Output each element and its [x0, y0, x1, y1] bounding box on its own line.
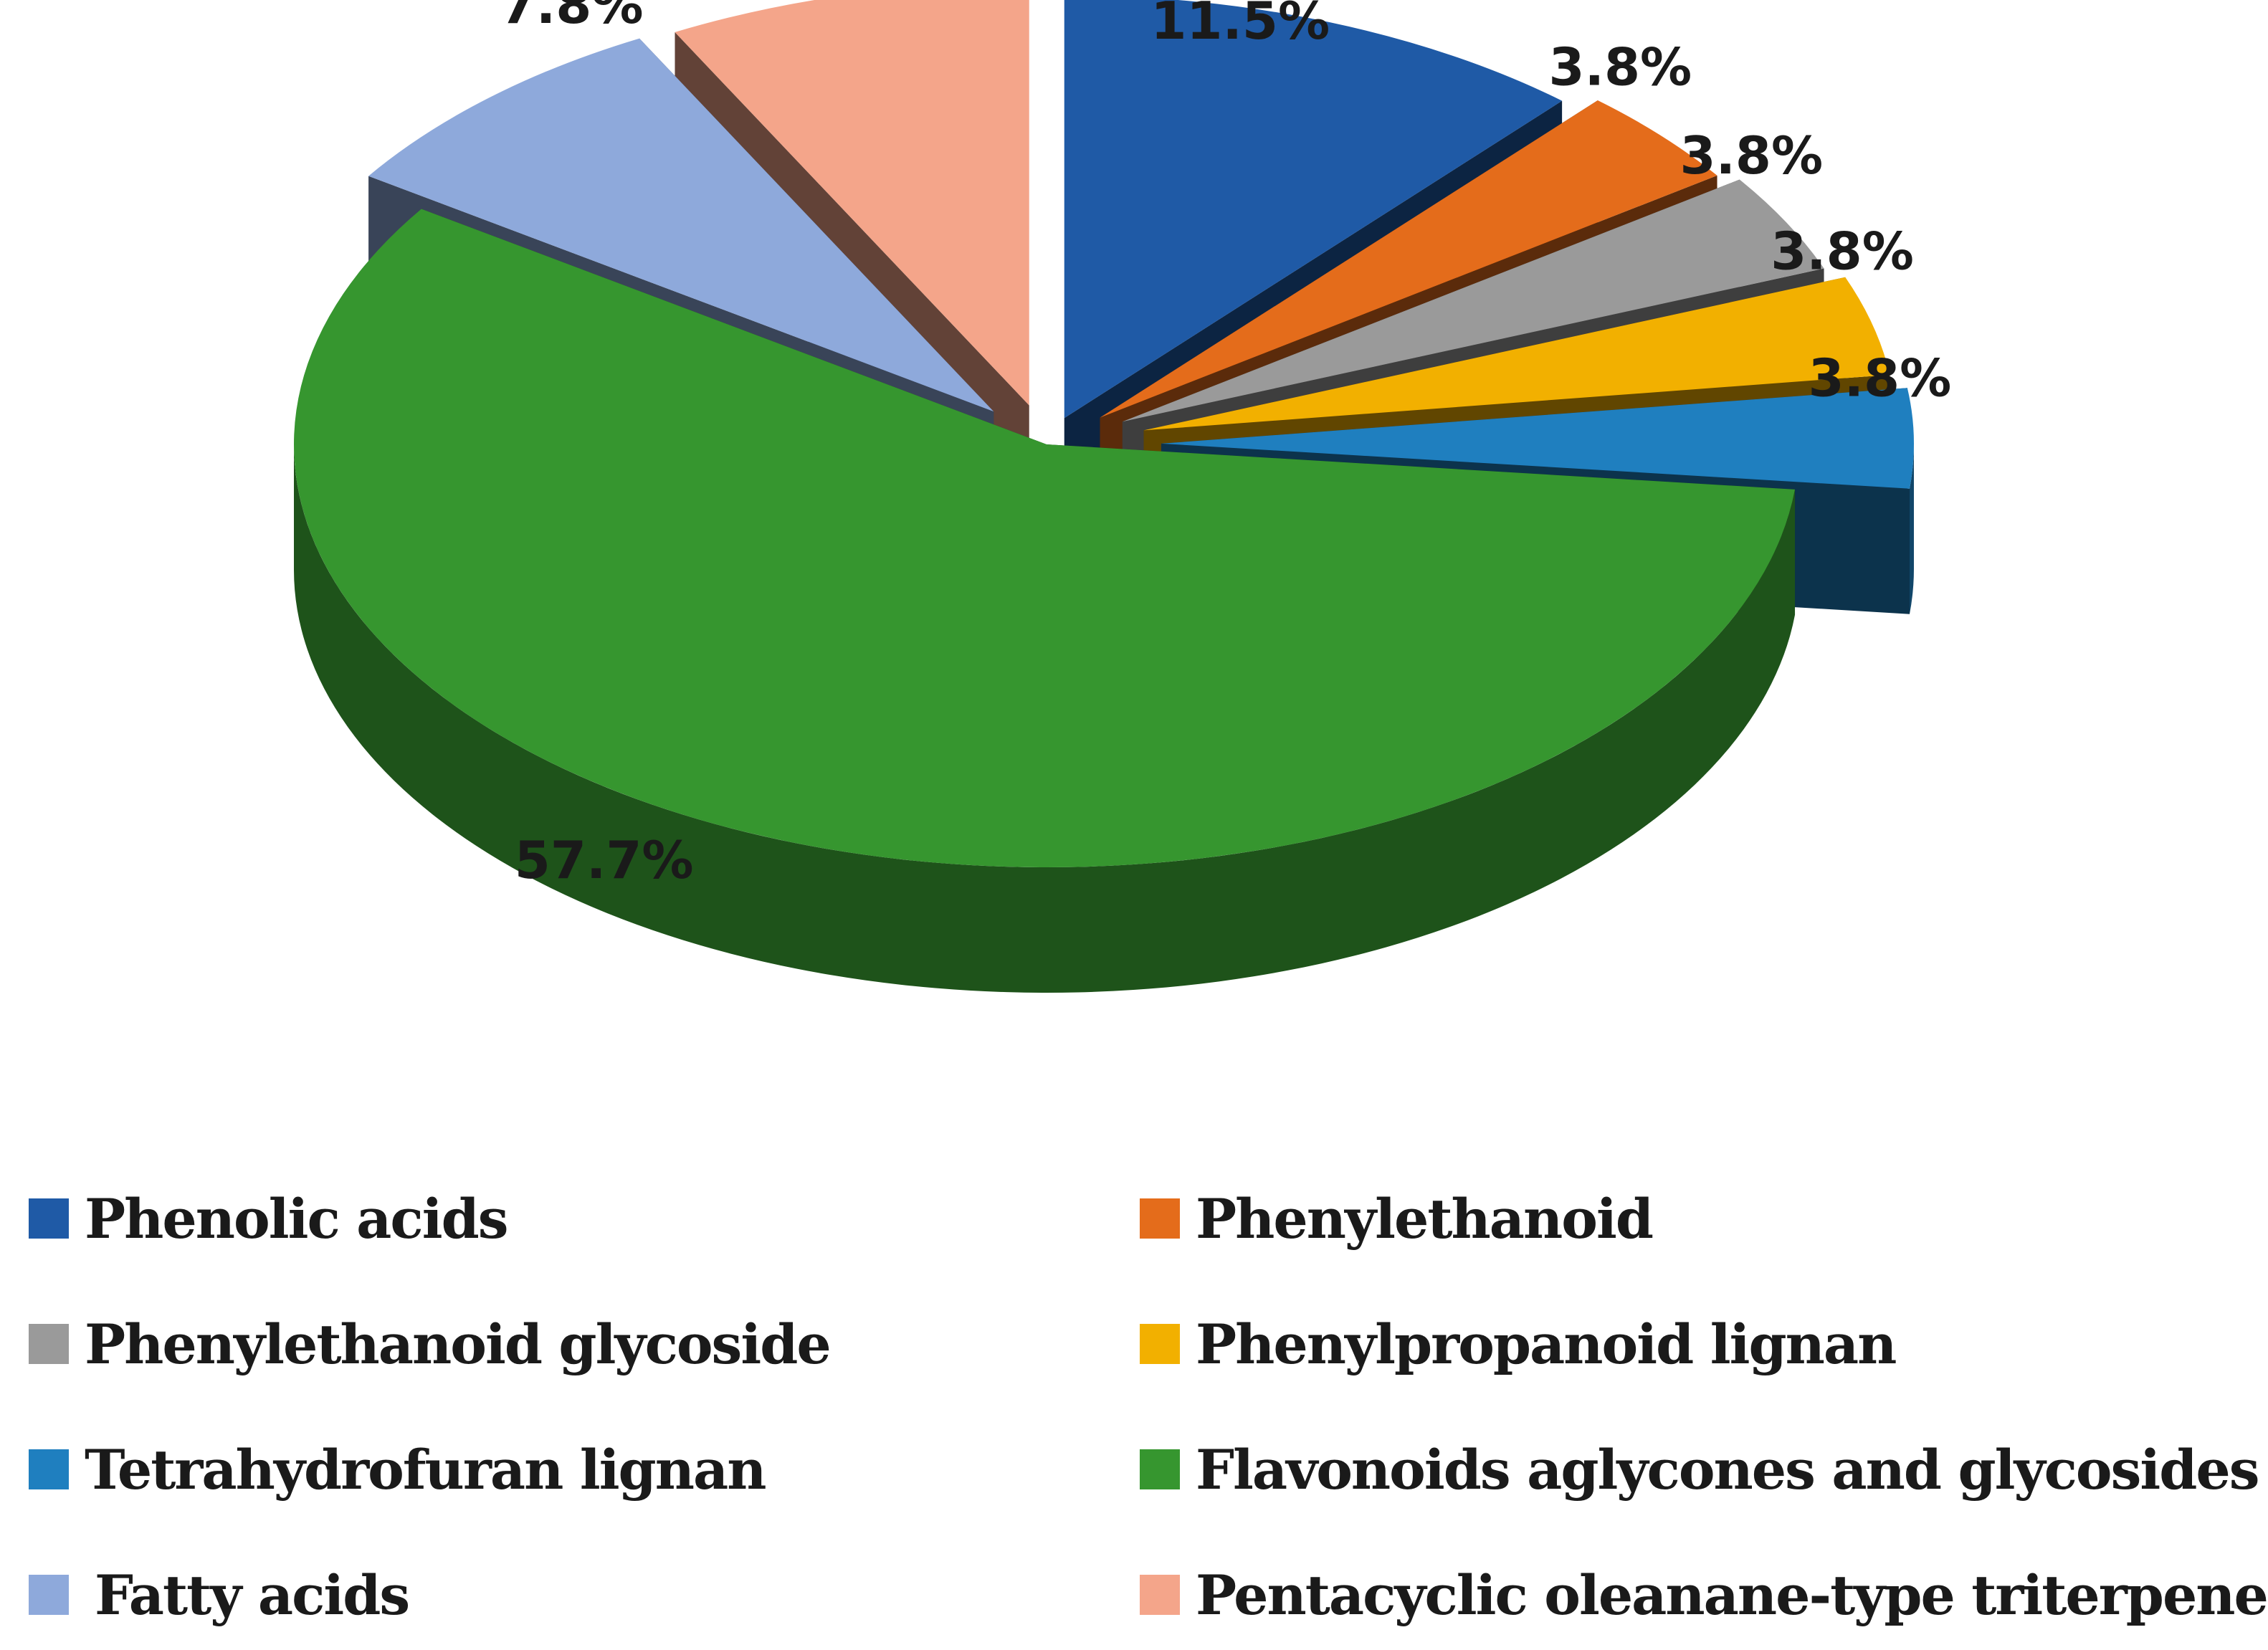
data-label: 3.8% — [1549, 37, 1692, 97]
legend-label: Phenylethanoid — [1196, 1186, 1654, 1251]
pie-slice-fatty-acids — [368, 38, 994, 412]
legend-swatch — [29, 1575, 69, 1615]
legend-item-flavonoids: Flavonoids aglycones and glycosides — [1140, 1426, 2260, 1512]
legend-label: Phenolic acids — [85, 1186, 508, 1251]
legend-item-phenolic-acids: Phenolic acids — [29, 1175, 508, 1262]
slice-labels: 11.5%3.8%3.8%3.8%3.8%57.7%7.8%7.8% — [500, 0, 1951, 890]
legend-swatch — [1140, 1324, 1180, 1364]
legend-item-pentacyclic-triterpene: Pentacyclic oleanane-type triterpene — [1140, 1552, 2268, 1638]
legend-item-tetrahydrofuran-lignan: Tetrahydrofuran lignan — [29, 1426, 766, 1512]
data-label: 3.8% — [1679, 125, 1823, 186]
legend-item-fatty-acids: Fatty acids — [29, 1552, 410, 1638]
pie-slice-phenylethanoid-glycoside — [1122, 179, 1824, 422]
data-label: 3.8% — [1809, 348, 1952, 409]
data-label: 57.7% — [515, 830, 694, 890]
legend-swatch — [1140, 1198, 1180, 1239]
legend-label: Fatty acids — [95, 1563, 410, 1627]
legend-swatch — [29, 1198, 69, 1239]
data-label: 3.8% — [1771, 221, 1914, 282]
pie-slice-side — [1910, 443, 1914, 614]
legend-swatch — [29, 1324, 69, 1364]
pie-slice-side — [294, 444, 1796, 993]
pie-slice-flavonoids-aglycones-and-glycosides — [294, 209, 1796, 867]
pie-slice-phenylpropanoid-lignan — [1143, 277, 1890, 431]
legend-swatch — [1140, 1575, 1180, 1615]
legend-label: Pentacyclic oleanane-type triterpene — [1196, 1563, 2268, 1627]
data-label: 7.8% — [500, 0, 644, 35]
legend-item-phenylethanoid-glycoside: Phenylethanoid glycoside — [29, 1301, 832, 1387]
pie-slice-phenolic-acids — [1064, 0, 1563, 419]
legend-label: Phenylpropanoid lignan — [1196, 1312, 1897, 1376]
pie-slice-tetrahydrofuran-lignan — [1161, 388, 1914, 489]
legend-label: Flavonoids aglycones and glycosides — [1196, 1437, 2260, 1502]
legend-label: Phenylethanoid glycoside — [85, 1312, 832, 1376]
legend-label: Tetrahydrofuran lignan — [85, 1437, 766, 1502]
legend-item-phenylpropanoid-lignan: Phenylpropanoid lignan — [1140, 1301, 1897, 1387]
data-label: 11.5% — [1150, 0, 1330, 51]
slice-tops — [294, 0, 1914, 867]
legend-swatch — [29, 1449, 69, 1489]
pie-slice-pentacyclic-oleanane-type-triterpene — [675, 0, 1029, 406]
legend: Phenolic acids Phenylethanoid Phenyletha… — [0, 1154, 2268, 1649]
legend-item-phenylethanoid: Phenylethanoid — [1140, 1175, 1654, 1262]
pie-slice-phenylethanoid — [1100, 100, 1717, 418]
legend-swatch — [1140, 1449, 1180, 1489]
